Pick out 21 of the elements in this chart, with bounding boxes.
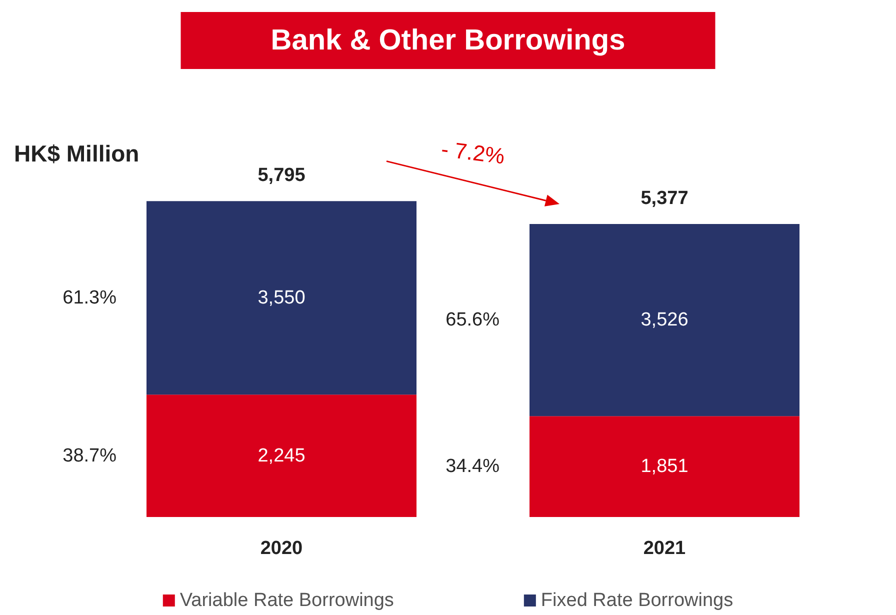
bar — [146, 394, 416, 517]
bar — [146, 201, 416, 395]
data-label: 3,526 — [640, 310, 688, 331]
annotation: 34.4% — [446, 456, 500, 478]
bar — [530, 416, 800, 517]
legend-label: Variable Rate Borrowings — [180, 590, 394, 611]
annotation: 65.6% — [446, 310, 500, 331]
x-tick-label: 2021 — [643, 538, 686, 559]
data-label: 1,851 — [640, 456, 688, 478]
text: - 7.2% — [440, 136, 506, 169]
annotation: 61.3% — [62, 287, 117, 308]
total-label: 5,377 — [640, 188, 688, 209]
annotation: 38.7% — [62, 445, 117, 466]
legend-label: Fixed Rate Borrowings — [540, 590, 734, 611]
data-label: 3,550 — [258, 287, 306, 308]
chart-title: Bank & Other Borrowings — [270, 24, 626, 56]
x-tick-label: 2020 — [260, 538, 303, 559]
data-label: 2,245 — [258, 445, 306, 466]
y-axis-title: HK$ Million — [14, 140, 140, 166]
bar — [530, 224, 800, 416]
total-label: 5,795 — [258, 165, 306, 186]
